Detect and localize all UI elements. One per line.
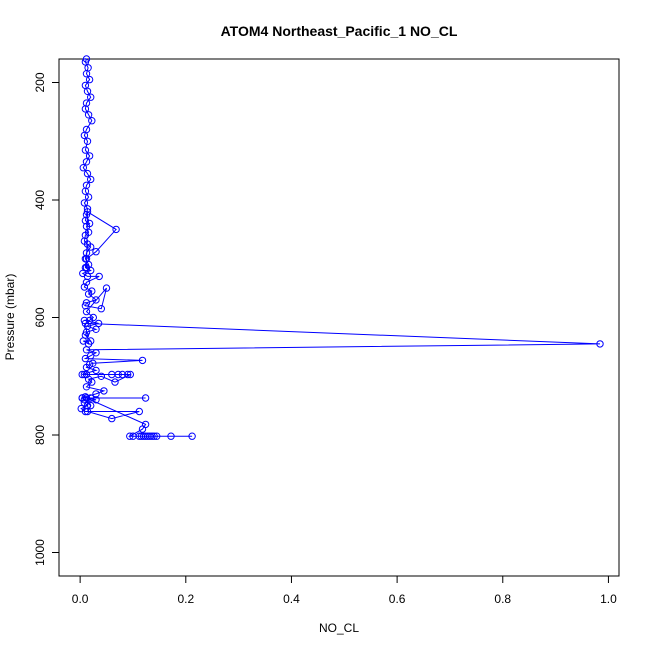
- data-point: [102, 284, 111, 292]
- data-point: [112, 225, 120, 234]
- data-point: [83, 208, 92, 216]
- data-point: [83, 169, 92, 178]
- y-tick-label: 600: [33, 307, 47, 327]
- data-point: [81, 319, 90, 328]
- data-point: [87, 266, 95, 275]
- series-line: [80, 58, 601, 437]
- data-point: [111, 378, 119, 386]
- data-point: [81, 407, 90, 416]
- data-point: [87, 243, 95, 251]
- data-point: [82, 394, 91, 402]
- data-point: [82, 255, 91, 263]
- data-point: [83, 87, 92, 96]
- data-point: [84, 193, 93, 201]
- plot-frame: [58, 58, 620, 577]
- data-point: [92, 366, 100, 375]
- data-point: [85, 75, 94, 84]
- data-point: [153, 432, 161, 440]
- data-point: [92, 248, 100, 256]
- data-point: [80, 199, 89, 207]
- data-point: [188, 432, 196, 440]
- data-point: [141, 394, 150, 402]
- data-point: [79, 164, 88, 172]
- data-point: [85, 152, 94, 160]
- y-tick-label: 200: [33, 72, 47, 92]
- x-tick-label: 1.0: [600, 592, 617, 606]
- y-tick-label: 800: [33, 425, 47, 445]
- data-point: [82, 158, 91, 166]
- data-point: [118, 370, 127, 379]
- y-axis: 200 400 600 800 1000: [33, 72, 60, 566]
- data-point: [82, 346, 91, 354]
- data-point: [80, 131, 89, 140]
- data-point: [81, 105, 90, 113]
- data-point: [83, 137, 92, 146]
- data-point: [82, 307, 91, 316]
- data-point: [82, 363, 91, 372]
- data-point: [126, 370, 135, 379]
- data-point: [81, 58, 90, 66]
- data-point: [138, 356, 147, 365]
- x-tick-label: 0.8: [494, 592, 511, 606]
- data-point: [135, 407, 144, 416]
- data-point: [80, 316, 89, 325]
- data-point: [92, 296, 100, 304]
- data-point: [138, 425, 147, 433]
- data-point: [83, 407, 92, 416]
- data-point: [82, 278, 91, 286]
- data-point: [81, 187, 90, 195]
- x-tick-label: 0.0: [72, 592, 89, 606]
- data-point: [82, 383, 91, 391]
- data-point: [97, 372, 106, 380]
- data-point: [84, 290, 93, 298]
- data-point: [167, 432, 175, 440]
- x-tick-label: 0.6: [389, 592, 406, 606]
- data-point: [82, 370, 91, 379]
- y-tick-label: 400: [33, 190, 47, 210]
- data-point: [80, 396, 89, 404]
- data-point: [97, 305, 106, 313]
- x-axis-label: NO_CL: [319, 621, 359, 635]
- data-point: [150, 432, 158, 440]
- data-point: [81, 146, 90, 154]
- chart-title: ATOM4 Northeast_Pacific_1 NO_CL: [221, 23, 458, 39]
- x-tick-label: 0.2: [177, 592, 194, 606]
- data-point: [80, 283, 89, 291]
- data-point: [114, 370, 122, 379]
- y-axis-label: Pressure (mbar): [3, 274, 17, 361]
- data-point: [89, 359, 97, 367]
- data-point: [108, 414, 116, 423]
- data-point: [78, 370, 86, 379]
- data-point: [87, 401, 95, 410]
- data-point: [92, 325, 100, 333]
- data-point: [88, 117, 96, 125]
- data-point: [81, 354, 90, 363]
- data-point: [95, 272, 103, 281]
- data-point: [148, 432, 156, 440]
- data-point: [84, 111, 93, 119]
- data-point: [100, 387, 108, 395]
- data-point: [78, 394, 86, 402]
- y-tick-label: 1000: [33, 539, 47, 566]
- data-point: [87, 93, 95, 101]
- x-tick-label: 0.4: [283, 592, 300, 606]
- data-point: [596, 340, 604, 348]
- series-layer: [77, 55, 604, 440]
- data-point: [87, 175, 95, 184]
- data-point: [92, 396, 100, 404]
- x-axis: 0.0 0.2 0.4 0.6 0.8 1.0: [72, 575, 617, 606]
- data-point: [124, 370, 132, 379]
- data-point: [82, 70, 91, 78]
- data-point: [126, 432, 134, 440]
- data-point: [88, 378, 96, 386]
- data-point: [80, 370, 89, 379]
- data-point: [94, 319, 103, 328]
